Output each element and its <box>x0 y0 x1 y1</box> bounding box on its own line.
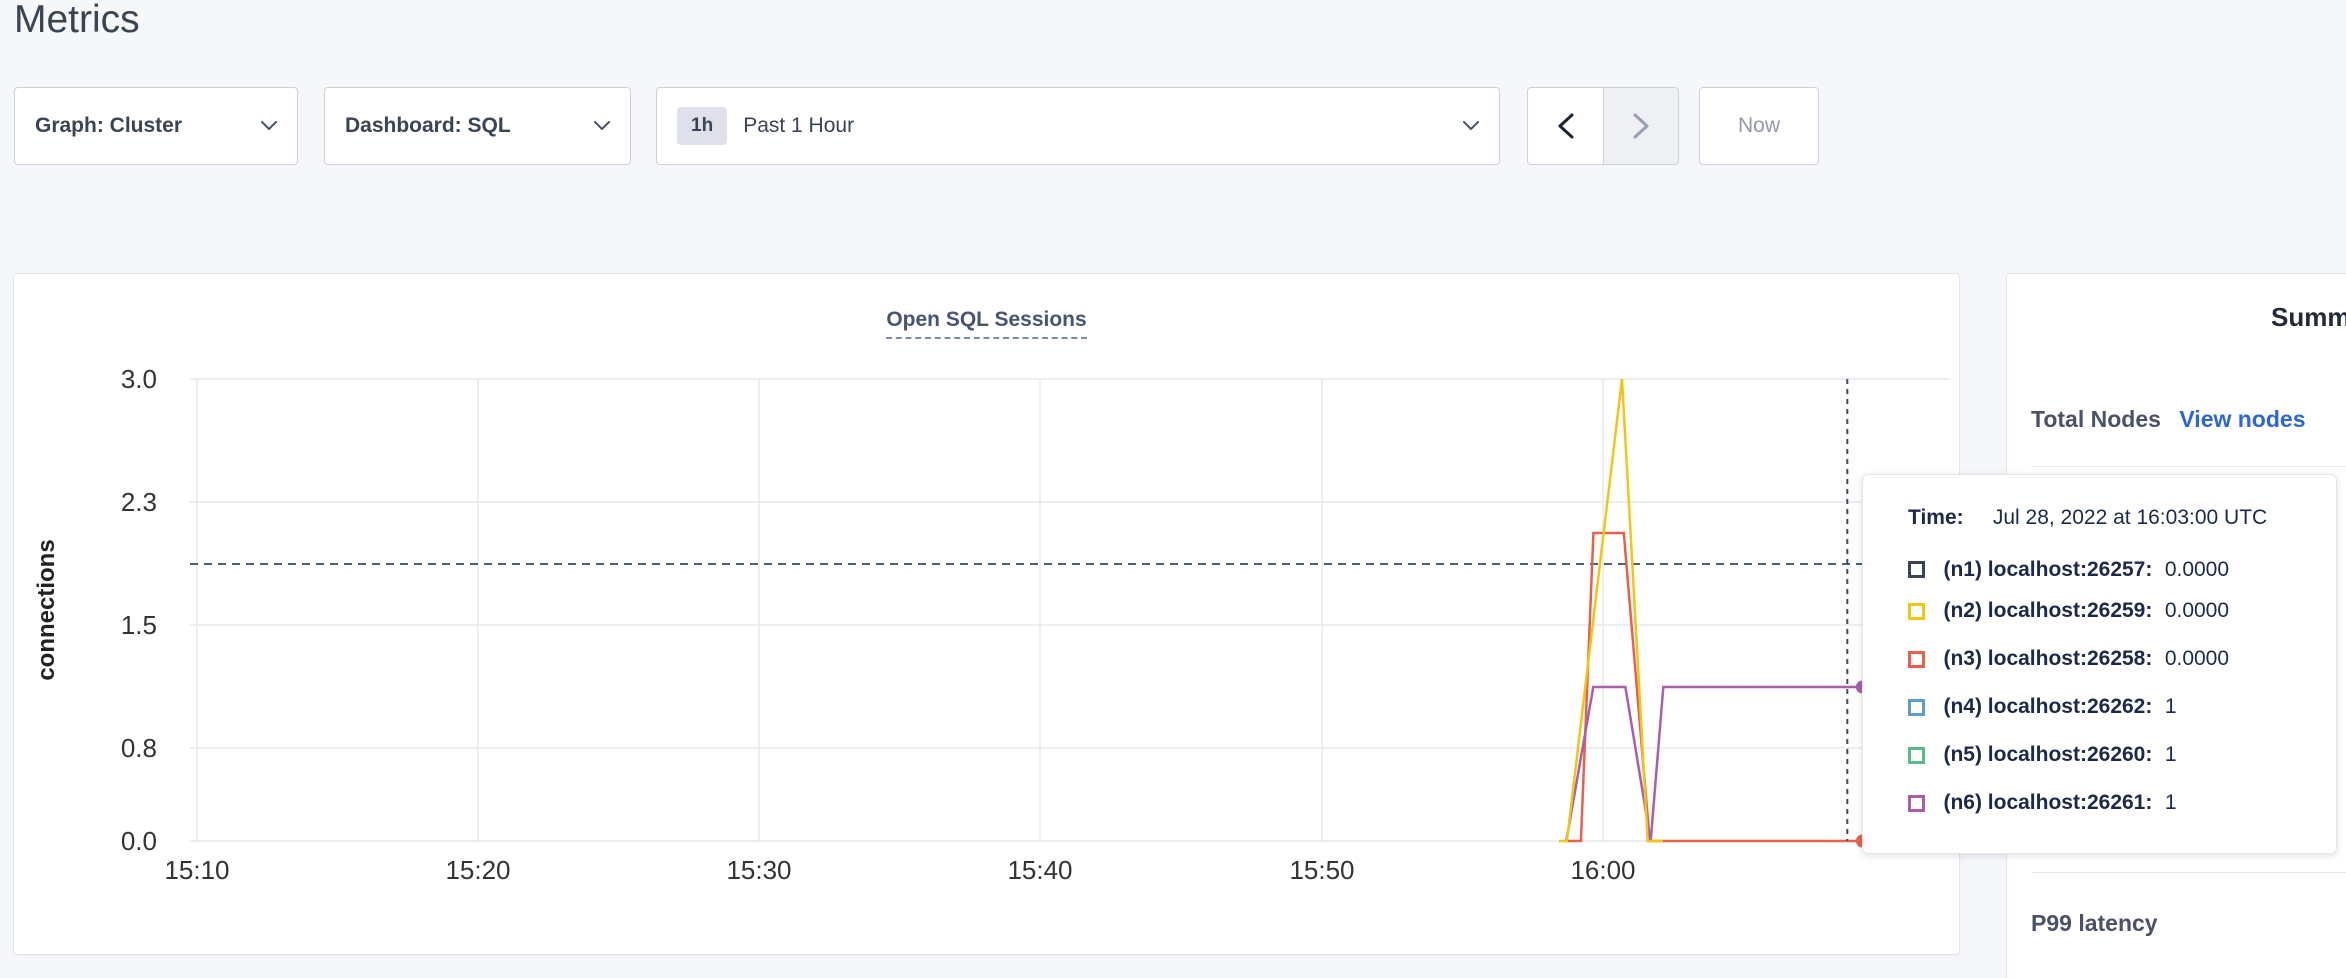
svg-text:15:40: 15:40 <box>1007 855 1072 885</box>
svg-text:15:50: 15:50 <box>1289 855 1354 885</box>
svg-text:15:20: 15:20 <box>445 855 510 885</box>
svg-text:16:00: 16:00 <box>1570 855 1635 885</box>
svg-text:15:10: 15:10 <box>164 855 229 885</box>
svg-text:3.0: 3.0 <box>121 364 157 394</box>
svg-text:0.8: 0.8 <box>121 733 157 763</box>
svg-text:1.5: 1.5 <box>121 610 157 640</box>
svg-text:2.3: 2.3 <box>121 487 157 517</box>
svg-text:0.0: 0.0 <box>121 826 157 856</box>
svg-text:connections: connections <box>33 539 60 680</box>
svg-text:15:30: 15:30 <box>726 855 791 885</box>
